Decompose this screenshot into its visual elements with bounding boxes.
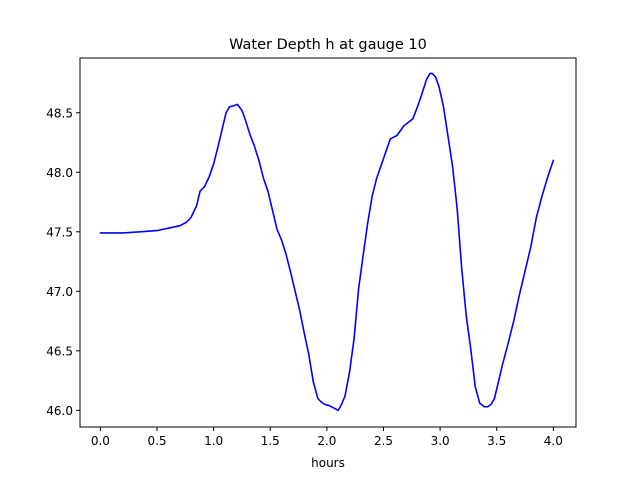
x-tick-label: 3.5 bbox=[487, 434, 506, 448]
x-axis-ticks: 0.0 0.5 1.0 1.5 2.0 2.5 3.0 3.5 4.0 bbox=[91, 427, 563, 448]
x-tick-label: 2.5 bbox=[374, 434, 393, 448]
y-tick-label: 46.0 bbox=[46, 404, 73, 418]
series-layer bbox=[99, 72, 555, 412]
plot-area-frame bbox=[79, 57, 577, 428]
y-tick-label: 47.0 bbox=[46, 285, 73, 299]
y-tick-label: 46.5 bbox=[46, 344, 73, 358]
x-tick-label: 3.0 bbox=[431, 434, 450, 448]
y-tick-label: 48.5 bbox=[46, 106, 73, 120]
x-tick-label: 2.0 bbox=[317, 434, 336, 448]
x-tick-label: 1.0 bbox=[204, 434, 223, 448]
plot-area-background bbox=[80, 58, 576, 427]
x-tick-label: 1.5 bbox=[261, 434, 280, 448]
series-line bbox=[99, 72, 555, 412]
x-tick-label: 0.0 bbox=[91, 434, 110, 448]
y-tick-label: 48.0 bbox=[46, 166, 73, 180]
x-axis-label: hours bbox=[311, 456, 345, 470]
x-tick-label: 4.0 bbox=[544, 434, 563, 448]
x-tick-label: 0.5 bbox=[147, 434, 166, 448]
y-tick-label: 47.5 bbox=[46, 225, 73, 239]
y-axis-ticks: 46.0 46.5 47.0 47.5 48.0 48.5 bbox=[46, 106, 80, 418]
chart-title: Water Depth h at gauge 10 bbox=[229, 37, 427, 53]
